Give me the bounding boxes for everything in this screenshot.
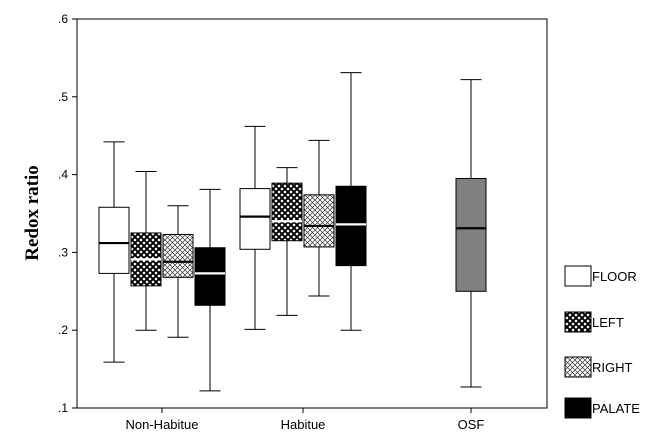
legend-label: PALATE xyxy=(592,401,640,416)
iqr-box xyxy=(271,182,303,242)
legend-label: LEFT xyxy=(592,315,624,330)
box-non-habitue-left xyxy=(130,170,162,331)
legend-label: RIGHT xyxy=(592,360,633,375)
y-tick-label: .2 xyxy=(58,323,68,337)
iqr-box xyxy=(455,177,487,292)
legend-item-left: LEFT xyxy=(564,311,624,333)
legend-label: FLOOR xyxy=(592,269,637,284)
y-axis-label: Redox ratio xyxy=(22,165,43,261)
legend-swatch xyxy=(564,356,592,378)
legend-swatch xyxy=(564,265,592,287)
y-tick-label: .3 xyxy=(58,245,68,259)
x-axis: Non-Habitue Habitue OSF xyxy=(126,408,485,432)
box-habitue-left xyxy=(271,167,303,316)
y-tick-label: .5 xyxy=(58,90,68,104)
y-axis: .1 .2 .3 .4 .5 .6 xyxy=(58,12,77,415)
y-tick-label: .1 xyxy=(58,401,68,415)
x-category-label: Non-Habitue xyxy=(126,417,199,432)
boxes-group xyxy=(98,72,487,392)
legend-item-floor: FLOOR xyxy=(564,265,637,287)
iqr-box xyxy=(162,234,194,278)
box-habitue-floor xyxy=(239,125,271,330)
box-non-habitue-right xyxy=(162,205,194,338)
x-category-label: OSF xyxy=(458,417,485,432)
iqr-box xyxy=(98,206,130,274)
y-tick-label: .4 xyxy=(58,168,68,182)
box-habitue-palate xyxy=(335,72,367,331)
y-tick-label: .6 xyxy=(58,12,68,26)
box-habitue-right xyxy=(303,139,335,297)
legend-item-right: RIGHT xyxy=(564,356,633,378)
legend-swatch xyxy=(564,397,592,419)
x-category-label: Habitue xyxy=(281,417,326,432)
box-non-habitue-floor xyxy=(98,141,130,363)
box-osf-osf xyxy=(455,79,487,388)
iqr-box xyxy=(303,194,335,248)
iqr-box xyxy=(239,188,271,250)
iqr-box xyxy=(194,247,226,306)
iqr-box xyxy=(335,185,367,267)
legend-item-palate: PALATE xyxy=(564,397,640,419)
legend: FLOOR LEFT RIGHT PALATE xyxy=(564,265,640,419)
legend-swatch xyxy=(564,311,592,333)
box-non-habitue-palate xyxy=(194,188,226,392)
